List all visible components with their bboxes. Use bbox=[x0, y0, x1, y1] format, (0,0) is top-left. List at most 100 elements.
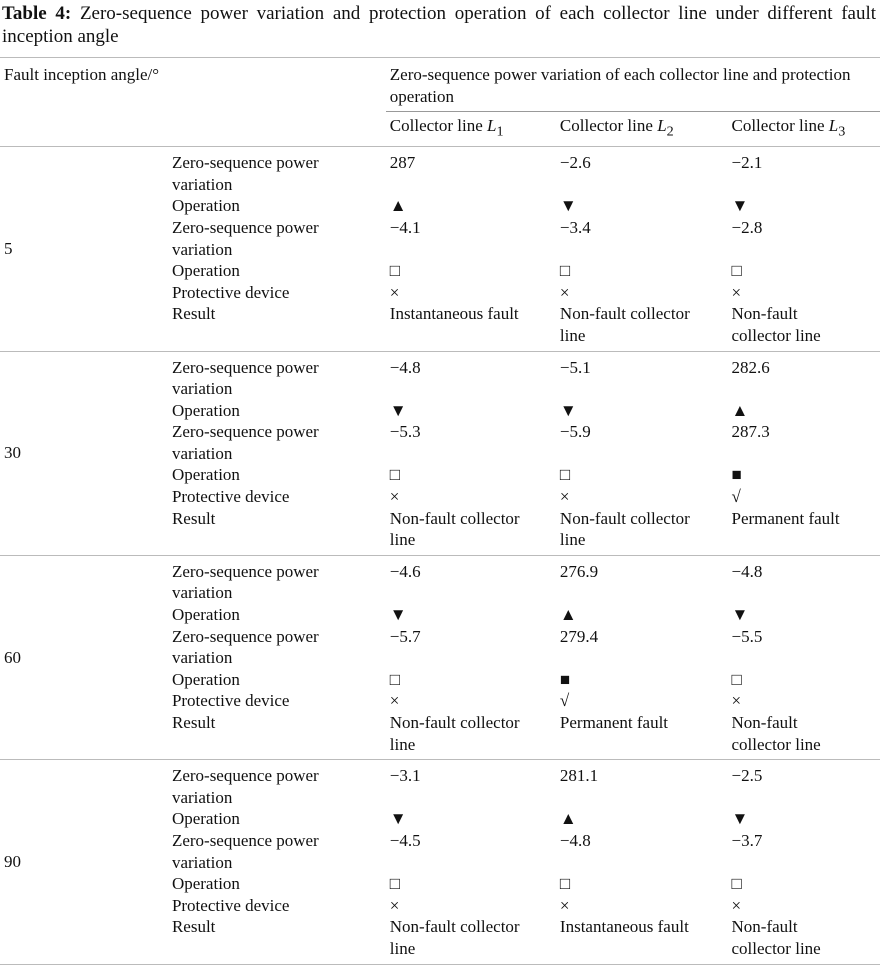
cell-l1: □ bbox=[386, 464, 560, 486]
cell-l1: □ bbox=[386, 669, 560, 691]
cell-l1: ▲ bbox=[386, 195, 560, 217]
cell-l2: □ bbox=[560, 873, 732, 895]
fault-angle-cell: 5 bbox=[0, 147, 172, 351]
empty-header bbox=[172, 58, 386, 112]
col-header-l1: Collector line L1 bbox=[386, 112, 560, 147]
row-label: Result bbox=[172, 508, 386, 556]
col-header-text: Collector line L bbox=[390, 116, 497, 135]
row-label: Operation bbox=[172, 873, 386, 895]
cell-l1: □ bbox=[386, 260, 560, 282]
cell-l3: −2.5 bbox=[732, 760, 880, 809]
cell-l2: □ bbox=[560, 260, 732, 282]
subscript: 1 bbox=[497, 124, 504, 140]
cell-l3: −2.8 bbox=[732, 217, 880, 260]
cell-l3: × bbox=[732, 282, 880, 304]
cell-l2: ▲ bbox=[560, 808, 732, 830]
cell-l2: −3.4 bbox=[560, 217, 732, 260]
cell-l2: 276.9 bbox=[560, 555, 732, 604]
cell-l3: ▲ bbox=[732, 400, 880, 422]
row-label: Operation bbox=[172, 260, 386, 282]
cell-l1: 287 bbox=[386, 147, 560, 196]
cell-l2: √ bbox=[560, 690, 732, 712]
cell-l3: □ bbox=[732, 873, 880, 895]
cell-l2: Non-fault collector line bbox=[560, 508, 732, 556]
cell-l2: Permanent fault bbox=[560, 712, 732, 760]
col-header-l2: Collector line L2 bbox=[560, 112, 732, 147]
cell-l1: × bbox=[386, 282, 560, 304]
row-label: Result bbox=[172, 303, 386, 351]
cell-l3: ▼ bbox=[732, 195, 880, 217]
row-label: Zero-sequence power variation bbox=[172, 217, 386, 260]
table-label: Table 4: bbox=[2, 3, 71, 24]
cell-l3: √ bbox=[732, 486, 880, 508]
table-title: Zero-sequence power variation and protec… bbox=[2, 3, 876, 47]
cell-l3: × bbox=[732, 895, 880, 917]
cell-l3: −5.5 bbox=[732, 626, 880, 669]
cell-l1: Non-fault collector line bbox=[386, 712, 560, 760]
cell-l2: □ bbox=[560, 464, 732, 486]
row-label: Zero-sequence power variation bbox=[172, 555, 386, 604]
cell-l3: 282.6 bbox=[732, 351, 880, 400]
row-label: Result bbox=[172, 712, 386, 760]
cell-l3: × bbox=[732, 690, 880, 712]
cell-l1: −3.1 bbox=[386, 760, 560, 809]
data-table: Fault inception angle/° Zero-sequence po… bbox=[0, 57, 880, 965]
cell-l2: × bbox=[560, 486, 732, 508]
angle-header: Fault inception angle/° bbox=[0, 58, 172, 112]
fault-angle-cell: 90 bbox=[0, 760, 172, 964]
fault-angle-cell: 30 bbox=[0, 351, 172, 555]
subheader-row: Collector line L1 Collector line L2 Coll… bbox=[0, 112, 880, 147]
col-header-l3: Collector line L3 bbox=[732, 112, 880, 147]
table-caption: Table 4: Zero-sequence power variation a… bbox=[2, 2, 876, 48]
row-label: Zero-sequence power variation bbox=[172, 147, 386, 196]
cell-l1: −5.3 bbox=[386, 421, 560, 464]
cell-l2: 281.1 bbox=[560, 760, 732, 809]
cell-l3: ▼ bbox=[732, 808, 880, 830]
cell-l1: Non-fault collector line bbox=[386, 916, 560, 964]
cell-l2: Non-fault collector line bbox=[560, 303, 732, 351]
cell-l1: □ bbox=[386, 873, 560, 895]
cell-l1: ▼ bbox=[386, 400, 560, 422]
cell-l3: −3.7 bbox=[732, 830, 880, 873]
cell-l3: ▼ bbox=[732, 604, 880, 626]
cell-l1: −5.7 bbox=[386, 626, 560, 669]
cell-l1: ▼ bbox=[386, 808, 560, 830]
row-label: Zero-sequence power variation bbox=[172, 351, 386, 400]
row-label: Operation bbox=[172, 669, 386, 691]
subscript: 2 bbox=[667, 124, 674, 140]
cell-l1: −4.8 bbox=[386, 351, 560, 400]
bottom-rule bbox=[0, 964, 880, 965]
empty-cell bbox=[0, 112, 172, 147]
cell-l2: −2.6 bbox=[560, 147, 732, 196]
empty-cell bbox=[172, 112, 386, 147]
divider bbox=[0, 964, 880, 965]
col-header-text: Collector line L bbox=[732, 116, 839, 135]
cell-l2: ■ bbox=[560, 669, 732, 691]
cell-l2: Instantaneous fault bbox=[560, 916, 732, 964]
cell-l3: −2.1 bbox=[732, 147, 880, 196]
row-label: Zero-sequence power variation bbox=[172, 626, 386, 669]
cell-l3: −4.8 bbox=[732, 555, 880, 604]
cell-l2: ▼ bbox=[560, 400, 732, 422]
cell-l1: ▼ bbox=[386, 604, 560, 626]
row-label: Operation bbox=[172, 195, 386, 217]
row-label: Operation bbox=[172, 464, 386, 486]
row-label: Zero-sequence power variation bbox=[172, 421, 386, 464]
cell-l2: ▼ bbox=[560, 195, 732, 217]
row-label: Operation bbox=[172, 604, 386, 626]
subscript: 3 bbox=[838, 124, 845, 140]
row-label: Zero-sequence power variation bbox=[172, 760, 386, 809]
cell-l1: −4.1 bbox=[386, 217, 560, 260]
cell-l3: □ bbox=[732, 669, 880, 691]
cell-l3: Non-fault collector line bbox=[732, 916, 880, 964]
cell-l3: Non-fault collector line bbox=[732, 712, 880, 760]
cell-l2: × bbox=[560, 282, 732, 304]
cell-l2: ▲ bbox=[560, 604, 732, 626]
cell-l2: −5.9 bbox=[560, 421, 732, 464]
cell-l1: Instantaneous fault bbox=[386, 303, 560, 351]
cell-l3: 287.3 bbox=[732, 421, 880, 464]
